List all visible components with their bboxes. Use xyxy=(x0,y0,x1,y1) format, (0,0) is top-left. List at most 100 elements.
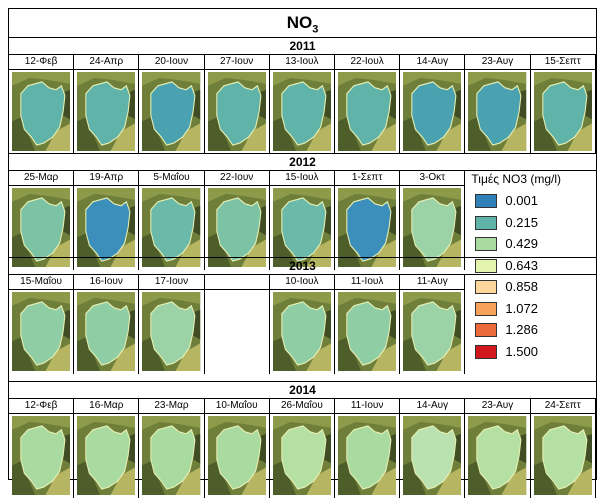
date-label: 27-Ιουν xyxy=(204,54,269,70)
image-cell: 14-Αυγ xyxy=(400,398,466,498)
date-label: 14-Αυγ xyxy=(400,398,465,414)
image-cell: 23-Μαρ xyxy=(139,398,205,498)
date-label xyxy=(204,274,269,290)
date-label: 10-Μαΐου xyxy=(204,398,269,414)
thumbnail-frame xyxy=(142,188,201,267)
thumbnail-frame xyxy=(272,72,331,151)
legend-value: 0.215 xyxy=(505,214,538,230)
satellite-thumbnail xyxy=(142,188,201,267)
image-cell: 22-Ιουλ xyxy=(335,54,401,154)
thumbnail-frame xyxy=(142,292,201,371)
lake-surface xyxy=(281,301,327,366)
lake-surface xyxy=(476,425,522,490)
satellite-thumbnail xyxy=(272,72,331,151)
satellite-thumbnail xyxy=(403,416,462,495)
image-cell: 1-Σεπτ xyxy=(335,170,401,270)
image-cell: 26-Μαΐου xyxy=(269,398,335,498)
thumbnail-frame xyxy=(338,292,397,371)
satellite-thumbnail xyxy=(12,188,71,267)
date-label: 24-Απρ xyxy=(74,54,139,70)
satellite-thumbnail xyxy=(533,72,592,151)
thumbnail-frame xyxy=(533,72,592,151)
image-cell: 27-Ιουν xyxy=(204,54,270,154)
year-header: 2014 xyxy=(9,381,596,399)
date-label: 11-Ιουλ xyxy=(335,274,400,290)
legend-swatch xyxy=(475,344,498,359)
date-label: 13-Ιουλ xyxy=(269,54,334,70)
legend-value: 0.001 xyxy=(505,193,538,208)
thumbnail-frame xyxy=(468,72,527,151)
image-cell: 15-Σεπτ xyxy=(530,54,596,154)
date-label: 23-Αυγ xyxy=(465,54,530,70)
thumbnail-frame xyxy=(272,416,331,495)
date-label: 11-Αυγ xyxy=(400,274,465,290)
legend-value: 0.643 xyxy=(505,257,538,273)
legend-swatch xyxy=(475,258,498,273)
lake-surface xyxy=(85,81,131,146)
lake-surface xyxy=(85,301,131,366)
date-label: 23-Αυγ xyxy=(465,398,530,414)
satellite-thumbnail xyxy=(403,72,462,151)
satellite-thumbnail xyxy=(272,188,331,267)
figure-panel: NO3 2011 12-Φεβ 24-Απρ 20-Ιουν 27-Ιουν 13-Ιου… xyxy=(8,8,597,498)
lake-surface xyxy=(411,301,457,366)
satellite-thumbnail xyxy=(207,72,266,151)
image-cell: 5-Μαΐου xyxy=(139,170,205,270)
image-cell: 24-Σεπτ xyxy=(530,398,596,498)
legend-value: 0.429 xyxy=(505,236,538,251)
lake-surface xyxy=(20,425,66,490)
image-cell: 22-Ιουν xyxy=(204,170,270,270)
image-cell: 25-Μαρ xyxy=(9,170,75,270)
legend-swatch xyxy=(475,301,498,316)
date-label: 11-Ιουν xyxy=(335,398,400,414)
image-cell: 15-Ιουλ xyxy=(269,170,335,270)
lake-surface xyxy=(346,81,392,146)
year-header: 2012 xyxy=(9,153,596,171)
date-label: 16-Ιουν xyxy=(74,274,139,290)
date-label: 12-Φεβ xyxy=(9,54,74,70)
lake-surface xyxy=(411,197,457,262)
date-label: 20-Ιουν xyxy=(139,54,204,70)
date-label: 17-Ιουν xyxy=(139,274,204,290)
satellite-thumbnail xyxy=(142,72,201,151)
date-label: 5-Μαΐου xyxy=(139,170,204,186)
thumbnail-frame xyxy=(403,416,462,495)
thumbnail-frame xyxy=(338,416,397,495)
image-cell: 11-Αυγ xyxy=(400,274,466,374)
date-label: 15-Ιουλ xyxy=(269,170,334,186)
lake-surface xyxy=(346,425,392,490)
figure-title: NO3 xyxy=(9,9,596,38)
title-text: NO xyxy=(286,13,313,32)
thumbnail-frame xyxy=(12,72,71,151)
lake-surface xyxy=(281,197,327,262)
thumbnail-frame xyxy=(12,188,71,267)
lake-surface xyxy=(20,301,66,366)
image-cell: 10-Μαΐου xyxy=(204,398,270,498)
title-subscript: 3 xyxy=(312,23,319,36)
satellite-thumbnail xyxy=(142,292,201,371)
thumbnail-frame xyxy=(403,188,462,267)
date-label: 24-Σεπτ xyxy=(530,398,595,414)
legend-swatch xyxy=(475,280,498,294)
lake-surface xyxy=(541,81,588,146)
date-label: 1-Σεπτ xyxy=(335,170,400,186)
legend-swatch xyxy=(475,194,498,208)
year-header: 2013 xyxy=(9,257,596,275)
satellite-thumbnail xyxy=(468,72,527,151)
satellite-thumbnail xyxy=(338,292,397,371)
thumbnail-frame xyxy=(533,416,592,495)
image-cell: 17-Ιουν xyxy=(139,274,205,374)
lake-surface xyxy=(150,197,196,262)
date-label: 10-Ιουλ xyxy=(269,274,334,290)
lake-surface xyxy=(85,197,131,262)
date-label: 23-Μαρ xyxy=(139,398,204,414)
image-cell: 14-Αυγ xyxy=(400,54,466,154)
date-label: 26-Μαΐου xyxy=(269,398,334,414)
thumbnail-frame xyxy=(272,188,331,267)
satellite-thumbnail xyxy=(338,416,397,495)
legend-swatch xyxy=(475,323,498,337)
thumbnail-frame xyxy=(338,188,397,267)
legend-value: 1.072 xyxy=(505,300,538,316)
date-label: 19-Απρ xyxy=(74,170,139,186)
year-header: 2011 xyxy=(9,37,596,55)
